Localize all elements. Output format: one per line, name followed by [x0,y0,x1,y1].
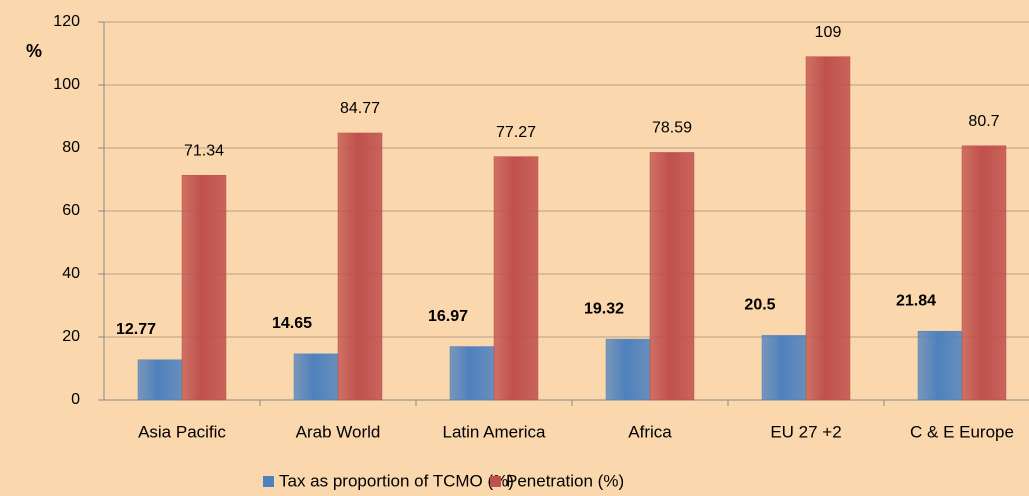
value-label: 20.5 [744,297,775,314]
y-tick-label: 100 [53,76,80,93]
x-tick-label: EU 27 +2 [770,422,841,441]
y-tick-label: 80 [62,139,80,156]
bar [805,56,851,401]
value-label: 109 [815,24,842,41]
bar [961,145,1007,401]
bar [917,330,963,401]
y-tick-label: 120 [53,13,80,30]
legend-swatch [490,476,501,487]
bar [605,338,651,401]
bar [293,353,339,401]
bar [137,359,183,401]
legend-label: Penetration (%) [506,471,624,490]
y-axis-label: % [26,41,42,61]
bar [493,156,539,401]
bar [649,152,695,401]
y-tick-label: 20 [62,328,80,345]
x-tick-label: Latin America [443,422,547,441]
value-label: 71.34 [184,142,224,159]
bar [449,346,495,401]
value-label: 14.65 [272,315,312,332]
bar [761,335,807,401]
value-label: 21.84 [896,292,936,309]
x-tick-label: Africa [628,422,672,441]
y-tick-label: 0 [71,391,80,408]
x-tick-label: Arab World [296,422,381,441]
value-label: 16.97 [428,308,468,325]
y-tick-label: 60 [62,202,80,219]
legend-label: Tax as proportion of TCMO (%) [279,471,514,490]
y-tick-label: 40 [62,265,80,282]
value-label: 84.77 [340,100,380,117]
x-tick-label: C & E Europe [910,422,1014,441]
x-tick-label: Asia Pacific [138,422,226,441]
value-label: 12.77 [116,321,156,338]
legend-swatch [263,476,274,487]
value-label: 77.27 [496,124,536,141]
value-label: 80.7 [968,113,999,130]
value-label: 78.59 [652,120,692,137]
bar [181,175,227,401]
value-label: 19.32 [584,300,624,317]
bar [337,132,383,401]
